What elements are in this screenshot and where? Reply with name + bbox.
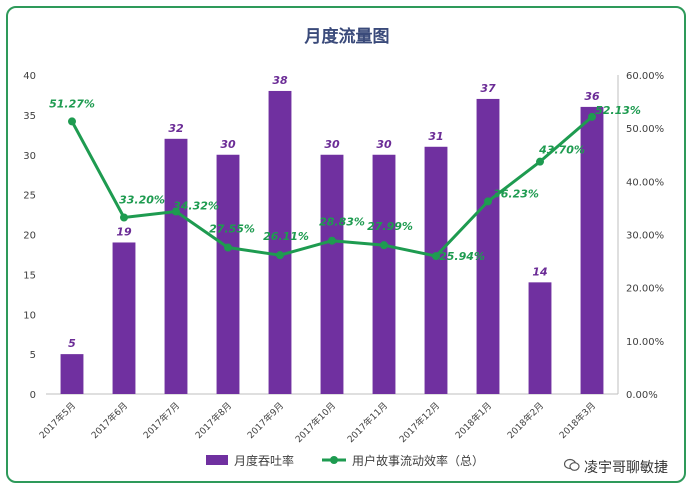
bar-data-label: 30 bbox=[376, 138, 392, 151]
line-data-label: 52.13% bbox=[595, 104, 641, 117]
watermark: 凌宇哥聊敏捷 bbox=[563, 457, 668, 477]
line-point bbox=[588, 112, 596, 121]
line-point bbox=[380, 241, 388, 250]
y-left-tick-label: 40 bbox=[23, 71, 36, 82]
line-data-label: 27.55% bbox=[209, 223, 255, 236]
line-data-label: 36.23% bbox=[493, 187, 539, 200]
line-data-label: 34.32% bbox=[173, 200, 219, 213]
bar-data-label: 5 bbox=[68, 337, 76, 350]
x-tick-label: 2017年7月 bbox=[141, 400, 182, 441]
bar-data-label: 32 bbox=[168, 122, 184, 135]
bar-data-label: 31 bbox=[428, 130, 443, 143]
x-tick-label: 2017年11月 bbox=[345, 400, 391, 446]
x-tick-label: 2017年8月 bbox=[193, 400, 234, 441]
y-left-tick-label: 10 bbox=[23, 310, 36, 321]
line-point bbox=[536, 157, 544, 166]
x-tick-label: 2018年3月 bbox=[557, 400, 598, 441]
x-tick-label: 2017年6月 bbox=[89, 400, 130, 441]
line-data-label: 28.83% bbox=[319, 216, 365, 229]
bar-data-label: 38 bbox=[272, 74, 288, 87]
bar-data-label: 30 bbox=[324, 138, 340, 151]
line-point bbox=[432, 252, 440, 261]
bar bbox=[320, 154, 344, 394]
line-point bbox=[68, 117, 76, 126]
x-tick-label: 2017年9月 bbox=[245, 400, 286, 441]
bar bbox=[216, 154, 240, 394]
bar bbox=[164, 138, 188, 394]
bar-data-label: 36 bbox=[584, 90, 600, 103]
x-tick-label: 2017年10月 bbox=[293, 400, 339, 446]
legend-bar-label: 月度吞吐率 bbox=[234, 453, 294, 468]
wechat-icon bbox=[563, 458, 580, 476]
y-right-tick-label: 50.00% bbox=[626, 124, 664, 135]
bar-data-label: 30 bbox=[220, 138, 236, 151]
y-right-tick-label: 60.00% bbox=[626, 71, 664, 82]
x-tick-label: 2018年1月 bbox=[453, 400, 494, 441]
bar-data-label: 19 bbox=[116, 225, 132, 238]
bar bbox=[476, 98, 500, 395]
line-data-label: 43.70% bbox=[538, 144, 585, 157]
bar bbox=[372, 154, 396, 394]
x-tick-label: 2017年5月 bbox=[37, 400, 78, 441]
y-left-tick-label: 15 bbox=[23, 270, 36, 281]
bar-data-label: 37 bbox=[480, 82, 496, 95]
line-data-label: 33.20% bbox=[119, 193, 165, 206]
line-point bbox=[328, 236, 336, 245]
y-right-tick-label: 20.00% bbox=[626, 284, 664, 295]
legend-bar-swatch bbox=[206, 455, 228, 465]
line-point bbox=[484, 197, 492, 206]
y-right-tick-label: 40.00% bbox=[626, 177, 664, 188]
legend-line-label: 用户故事流动效率（总） bbox=[352, 453, 484, 468]
line-point bbox=[224, 243, 232, 252]
bar bbox=[580, 106, 604, 395]
line-data-label: 51.27% bbox=[49, 97, 95, 110]
y-right-tick-label: 10.00% bbox=[626, 337, 664, 348]
bar bbox=[528, 282, 552, 394]
line-point bbox=[276, 251, 284, 260]
chart-title: 月度流量图 bbox=[304, 27, 390, 47]
legend-line-marker bbox=[330, 456, 338, 464]
line-data-label: 27.99% bbox=[367, 220, 413, 233]
y-left-tick-label: 20 bbox=[23, 231, 36, 242]
line-data-label: 25.94% bbox=[439, 250, 485, 263]
y-left-tick-label: 25 bbox=[23, 191, 36, 202]
y-left-tick-label: 30 bbox=[23, 151, 36, 162]
line-point bbox=[120, 213, 128, 222]
y-right-tick-label: 0.00% bbox=[626, 390, 658, 401]
y-right-tick-label: 30.00% bbox=[626, 231, 664, 242]
line-data-label: 26.11% bbox=[263, 230, 309, 243]
bar-data-label: 14 bbox=[532, 265, 547, 278]
y-left-tick-label: 35 bbox=[23, 111, 36, 122]
y-left-tick-label: 5 bbox=[30, 350, 36, 361]
bar bbox=[112, 242, 136, 394]
watermark-text: 凌宇哥聊敏捷 bbox=[584, 460, 668, 476]
x-tick-label: 2017年12月 bbox=[397, 400, 443, 446]
x-tick-label: 2018年2月 bbox=[505, 400, 546, 441]
line-point bbox=[172, 207, 180, 216]
y-left-tick-label: 0 bbox=[30, 390, 36, 401]
bar bbox=[60, 354, 84, 394]
bar bbox=[424, 146, 448, 394]
bar bbox=[268, 90, 292, 394]
